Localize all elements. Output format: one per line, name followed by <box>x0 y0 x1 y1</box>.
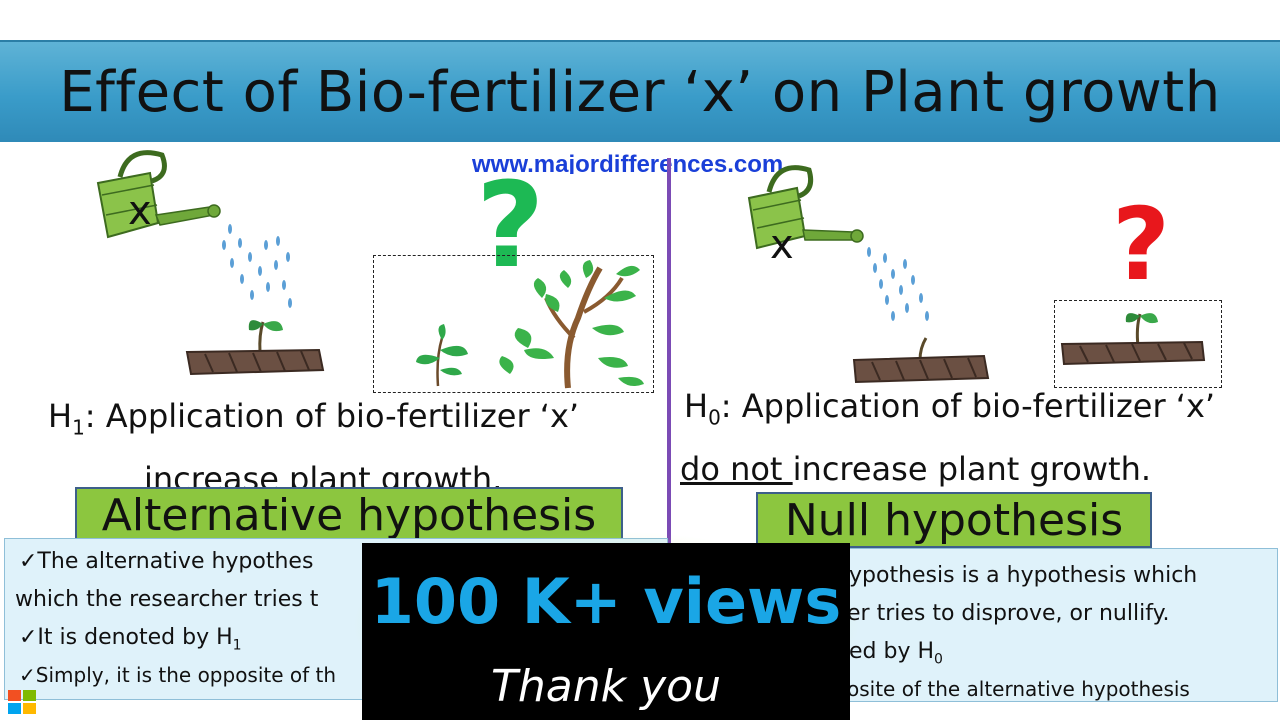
h0-subscript: 0 <box>708 405 721 430</box>
views-count: 100 K+ views <box>370 565 842 638</box>
null-info-line2: er tries to disprove, or nullify. <box>847 601 1170 626</box>
h0-symbol: H <box>684 387 709 425</box>
seedling-icon <box>185 320 325 376</box>
watering-can-icon <box>96 150 292 308</box>
seedling-icon <box>1060 313 1206 366</box>
slide-title: Effect of Bio-fertilizer ‘x’ on Plant gr… <box>59 59 1221 125</box>
plants-comparison-box <box>373 255 654 393</box>
h1-subscript: 1 <box>72 415 85 440</box>
h1-line1: : Application of bio-fertilizer ‘x’ <box>84 397 580 435</box>
h0-underlined: do not <box>680 450 793 489</box>
h1-symbol: H <box>48 397 73 435</box>
can-label-left: x <box>128 188 152 234</box>
alt-info-line2: which the researcher tries t <box>15 587 319 612</box>
can-label-right: x <box>770 222 794 268</box>
watermark-url: www.majordifferences.com <box>472 151 784 174</box>
null-hypothesis-statement: H0: Application of bio-fertilizer ‘x’ do… <box>680 380 1270 495</box>
question-mark-left: ? <box>476 156 545 294</box>
null-info-line4: osite of the alternative hypothesis <box>847 677 1190 701</box>
seedling-box <box>1054 300 1222 388</box>
thank-you-text: Thank you <box>491 661 721 712</box>
seedling-icon <box>852 337 990 384</box>
watering-can-icon <box>747 165 929 321</box>
null-info-line1: ypothesis is a hypothesis which <box>849 563 1198 588</box>
h0-line1: : Application of bio-fertilizer ‘x’ <box>720 387 1216 425</box>
plant-icon <box>416 260 644 389</box>
views-overlay: 100 K+ views Thank you <box>362 543 850 720</box>
windows-logo-icon <box>8 690 36 714</box>
null-info-box: ypothesis is a hypothesis which er tries… <box>812 548 1278 702</box>
alt-info-line1: ✓The alternative hypothes <box>19 549 314 574</box>
center-divider <box>667 158 671 548</box>
h0-line2: increase plant growth. <box>792 450 1152 489</box>
alternative-hypothesis-label: Alternative hypothesis <box>75 487 623 543</box>
null-info-line3: ed by H0 <box>849 639 943 668</box>
alt-info-line4: ✓Simply, it is the opposite of th <box>19 663 337 687</box>
title-banner: Effect of Bio-fertilizer ‘x’ on Plant gr… <box>0 40 1280 142</box>
question-mark-right: ? <box>1112 186 1171 303</box>
alt-info-line3: ✓It is denoted by H1 <box>19 625 242 654</box>
